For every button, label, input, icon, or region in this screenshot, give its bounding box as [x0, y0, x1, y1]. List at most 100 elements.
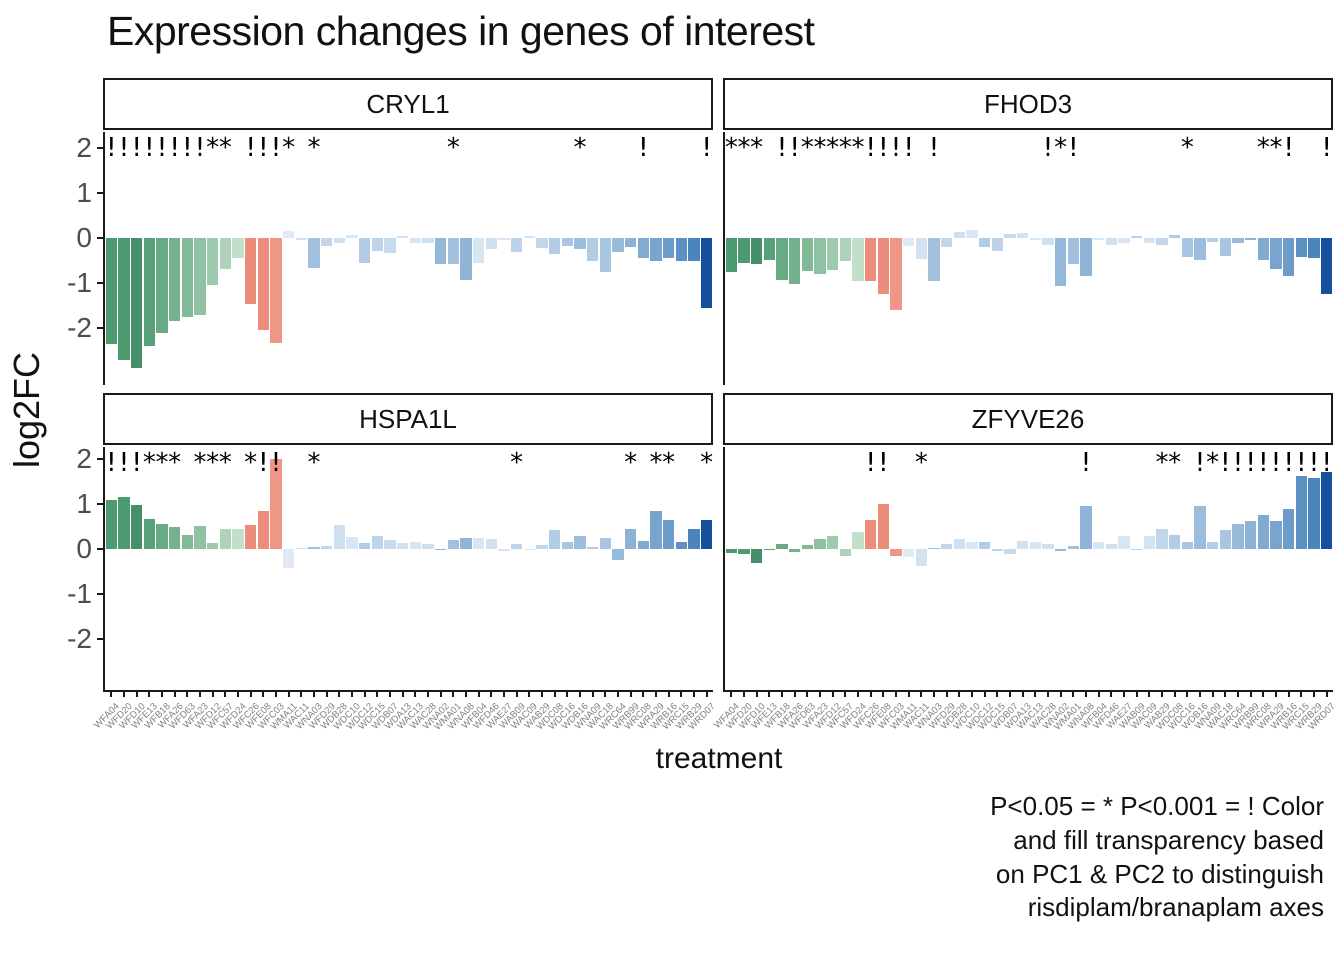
bar — [865, 519, 877, 549]
bar — [346, 234, 358, 238]
bar — [1118, 238, 1130, 243]
x-tick — [1237, 690, 1239, 697]
significance-marker: * — [307, 133, 321, 163]
bar — [321, 545, 333, 549]
y-tick-label: 1 — [76, 488, 92, 519]
x-tick — [1110, 690, 1113, 697]
significance-marker: ! — [1232, 448, 1244, 478]
x-axis-line — [103, 690, 713, 692]
x-tick — [1085, 690, 1087, 697]
y-tick-label: 2 — [76, 132, 92, 163]
bar — [1067, 546, 1079, 549]
bar — [397, 542, 409, 549]
bar — [1029, 542, 1041, 549]
significance-marker: * — [168, 448, 182, 478]
bar — [131, 505, 143, 549]
bar — [1321, 471, 1333, 549]
significance-marker: ! — [1283, 133, 1294, 163]
x-tick — [477, 690, 480, 697]
y-axis-line — [723, 447, 725, 690]
x-tick — [604, 690, 607, 697]
bar — [270, 238, 282, 344]
y-tick-label: 2 — [76, 443, 92, 474]
x-tick — [579, 690, 581, 697]
bar — [663, 238, 675, 259]
bar — [498, 549, 510, 551]
bar — [511, 543, 523, 549]
significance-marker: ! — [144, 133, 155, 163]
x-tick — [465, 690, 467, 697]
bar — [473, 238, 485, 263]
significance-marker: * — [1206, 448, 1220, 478]
significance-marker: * — [737, 133, 751, 163]
bar — [574, 238, 586, 250]
y-tick-label: -1 — [67, 267, 92, 298]
bar — [498, 238, 510, 241]
bar — [270, 459, 282, 549]
x-tick — [1135, 690, 1138, 697]
bar — [928, 238, 940, 282]
chart-title: Expression changes in genes of interest — [107, 8, 815, 54]
bar — [523, 235, 535, 238]
x-tick — [439, 690, 442, 697]
facet-label-fhod3: FHOD3 — [983, 88, 1073, 119]
bar — [991, 238, 1003, 251]
x-tick — [1287, 690, 1290, 697]
bar — [725, 549, 737, 553]
x-tick — [693, 690, 695, 697]
significance-marker: * — [244, 448, 258, 478]
bar — [447, 238, 459, 264]
significance-marker: ! — [903, 133, 914, 163]
bar — [1042, 238, 1054, 245]
facet-label-zfyve26: ZFYVE26 — [971, 403, 1085, 434]
y-tick — [97, 458, 105, 460]
y-tick — [97, 503, 105, 505]
bar — [333, 238, 345, 244]
bar — [650, 238, 662, 262]
bar — [409, 542, 421, 549]
bar — [1232, 238, 1244, 243]
bar — [1181, 542, 1193, 549]
significance-marker: ! — [928, 133, 940, 163]
facet-strip-fhod3: FHOD3 — [723, 78, 1333, 130]
x-tick — [211, 690, 214, 697]
bar — [485, 238, 497, 250]
y-tick — [97, 638, 105, 640]
bar — [1017, 232, 1029, 238]
bar — [257, 511, 269, 549]
significance-marker: * — [1269, 133, 1283, 163]
bar — [941, 238, 953, 248]
bar — [814, 238, 826, 274]
y-tick — [97, 282, 105, 284]
significance-marker: ! — [169, 133, 180, 163]
bar — [257, 238, 269, 330]
bar — [384, 540, 396, 549]
significance-marker: ! — [878, 133, 889, 163]
significance-marker: ! — [1245, 448, 1256, 478]
x-tick — [110, 690, 113, 697]
bar — [763, 549, 775, 551]
significance-marker: ! — [1258, 448, 1269, 478]
significance-marker: * — [1256, 133, 1270, 163]
bar — [915, 549, 927, 567]
x-tick — [351, 690, 353, 697]
significance-marker: ! — [1283, 448, 1294, 478]
bar — [966, 229, 978, 238]
bar — [637, 540, 649, 549]
x-tick — [376, 690, 379, 697]
bar — [359, 543, 371, 549]
significance-marker: ! — [890, 133, 902, 163]
significance-marker: * — [724, 133, 738, 163]
x-tick — [528, 690, 531, 697]
bar — [194, 238, 206, 316]
x-tick — [1034, 690, 1037, 697]
x-tick — [186, 690, 189, 697]
x-tick — [1300, 690, 1303, 697]
x-tick — [629, 690, 632, 697]
x-tick — [1173, 690, 1176, 697]
bar — [789, 238, 801, 284]
significance-marker: ! — [1321, 448, 1332, 478]
significance-marker: * — [206, 448, 220, 478]
x-tick — [895, 690, 897, 697]
bar — [118, 238, 130, 361]
